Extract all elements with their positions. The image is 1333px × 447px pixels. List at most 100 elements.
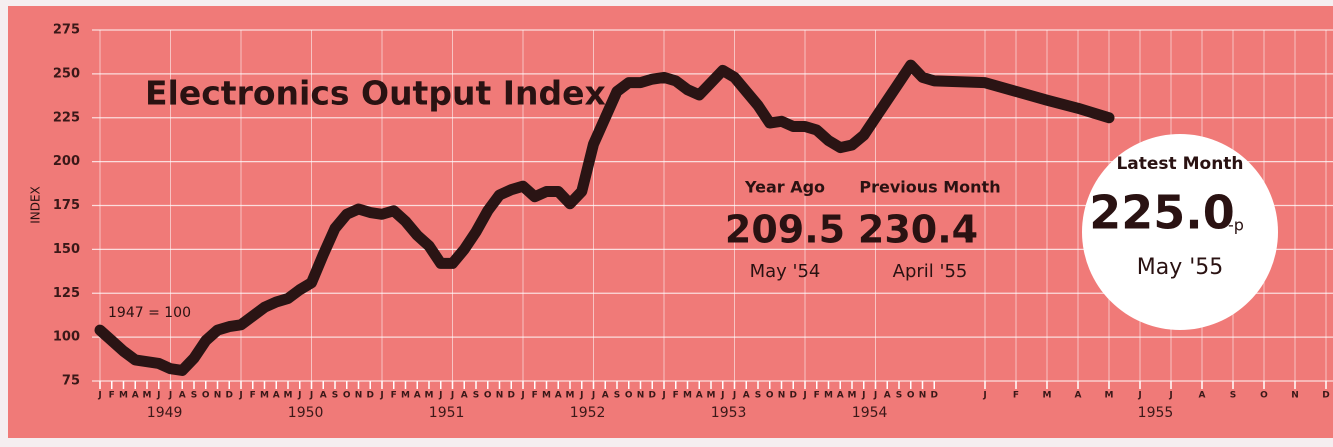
x-tick-label: A — [884, 391, 891, 401]
y-tick-label: 250 — [53, 66, 80, 81]
x-tick-label: D — [931, 391, 938, 401]
x-tick-label: J — [309, 391, 313, 401]
x-tick-label: J — [873, 391, 877, 401]
x-tick-label: J — [438, 391, 442, 401]
x-tick-label: M — [425, 391, 434, 401]
x-tick-label: J — [579, 391, 583, 401]
y-tick-label: 100 — [53, 330, 80, 345]
x-tick-label: S — [473, 391, 479, 401]
x-tick-label: D — [649, 391, 656, 401]
x-tick-label: A — [696, 391, 703, 401]
x-tick-label: N — [214, 391, 222, 401]
x-tick-label: A — [1199, 391, 1206, 401]
x-tick-label: J — [238, 391, 242, 401]
x-tick-label: M — [542, 391, 551, 401]
x-tick-label: A — [414, 391, 421, 401]
x-tick-label: S — [755, 391, 761, 401]
x-tick-label: M — [848, 391, 857, 401]
x-tick-label: O — [343, 391, 351, 401]
x-tick-label: F — [109, 391, 115, 401]
x-tick-label: D — [226, 391, 233, 401]
x-tick-label: M — [143, 391, 152, 401]
callout-value: 209.5 — [725, 208, 845, 252]
x-tick-label: N — [637, 391, 645, 401]
x-tick-label: N — [355, 391, 363, 401]
x-tick-label: S — [191, 391, 197, 401]
x-tick-label: M — [683, 391, 692, 401]
x-tick-label: F — [391, 391, 397, 401]
x-tick-label: N — [496, 391, 504, 401]
y-tick-label: 200 — [53, 154, 80, 169]
x-tick-label: F — [673, 391, 679, 401]
x-tick-label: M — [260, 391, 269, 401]
x-tick-label: D — [790, 391, 797, 401]
x-tick-label: D — [1322, 391, 1329, 401]
x-tick-label: F — [250, 391, 256, 401]
callout-label: Previous Month — [859, 178, 1000, 197]
x-tick-label: D — [508, 391, 515, 401]
y-tick-label: 175 — [53, 198, 80, 213]
year-label: 1952 — [570, 405, 606, 421]
x-tick-label: O — [907, 391, 915, 401]
x-tick-label: A — [132, 391, 139, 401]
x-tick-label: J — [720, 391, 724, 401]
x-tick-label: D — [367, 391, 374, 401]
callout-note: -r — [964, 228, 977, 247]
x-tick-label: M — [284, 391, 293, 401]
y-tick-label: 75 — [62, 374, 80, 389]
x-tick-label: J — [591, 391, 595, 401]
x-tick-label: A — [602, 391, 609, 401]
callout-value: 230.4 — [858, 208, 978, 252]
x-tick-label: J — [1137, 391, 1141, 401]
year-label: 1955 — [1138, 405, 1174, 421]
x-tick-label: A — [320, 391, 327, 401]
x-tick-label: J — [802, 391, 806, 401]
x-tick-label: J — [168, 391, 172, 401]
x-tick-label: O — [484, 391, 492, 401]
x-tick-label: J — [732, 391, 736, 401]
year-label: 1949 — [147, 405, 183, 421]
x-tick-label: A — [837, 391, 844, 401]
x-tick-label: S — [614, 391, 620, 401]
callout-note: -p — [1228, 216, 1244, 235]
x-tick-label: M — [1043, 391, 1052, 401]
callout-date: April '55 — [893, 261, 968, 282]
x-tick-label: S — [332, 391, 338, 401]
x-tick-label: O — [1260, 391, 1268, 401]
callout-date: May '54 — [750, 261, 821, 282]
x-tick-label: J — [1168, 391, 1172, 401]
x-tick-label: M — [1105, 391, 1114, 401]
x-tick-label: F — [532, 391, 538, 401]
x-tick-label: A — [743, 391, 750, 401]
base-note: 1947 = 100 — [108, 305, 191, 321]
x-tick-label: O — [625, 391, 633, 401]
x-tick-label: J — [97, 391, 101, 401]
x-tick-label: A — [461, 391, 468, 401]
callout-label: Latest Month — [1116, 154, 1243, 174]
x-tick-label: S — [1230, 391, 1236, 401]
x-tick-label: A — [555, 391, 562, 401]
y-tick-label: 125 — [53, 286, 80, 301]
callout-value: 225.0 — [1089, 186, 1235, 240]
x-tick-label: J — [450, 391, 454, 401]
x-tick-label: J — [297, 391, 301, 401]
latest-month-circle — [1082, 134, 1278, 330]
year-label: 1950 — [288, 405, 324, 421]
x-tick-label: J — [661, 391, 665, 401]
x-tick-label: M — [707, 391, 716, 401]
y-tick-label: 225 — [53, 110, 80, 125]
y-tick-label: 150 — [53, 242, 80, 257]
x-tick-label: J — [982, 391, 986, 401]
callout-date: May '55 — [1137, 255, 1224, 280]
chart-title: Electronics Output Index — [145, 74, 606, 113]
x-tick-label: J — [156, 391, 160, 401]
x-tick-label: F — [814, 391, 820, 401]
x-tick-label: A — [179, 391, 186, 401]
x-tick-label: S — [896, 391, 902, 401]
y-tick-label: 275 — [53, 23, 80, 38]
x-tick-label: M — [566, 391, 575, 401]
year-label: 1951 — [429, 405, 465, 421]
x-tick-label: N — [1291, 391, 1299, 401]
x-tick-label: N — [778, 391, 786, 401]
